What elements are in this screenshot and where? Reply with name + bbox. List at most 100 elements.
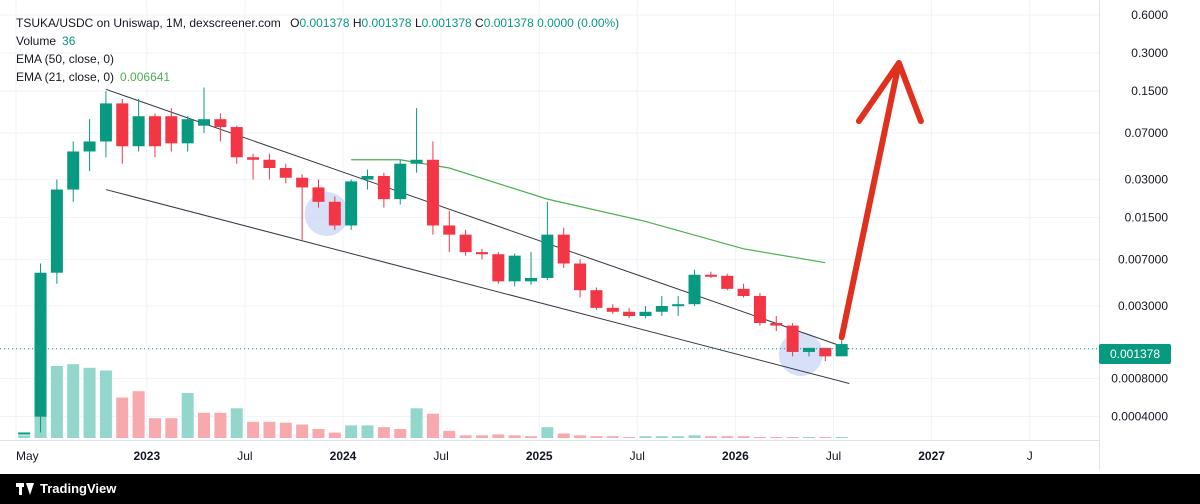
volume-bar xyxy=(541,427,554,438)
volume-bar xyxy=(672,436,685,438)
candle-body xyxy=(345,181,358,226)
candle-body xyxy=(443,225,456,235)
candle-body xyxy=(737,288,750,296)
ohlc-change-value: 0.0000 (0.00%) xyxy=(537,16,620,30)
volume-bar xyxy=(574,435,587,438)
volume-bar xyxy=(786,437,799,438)
volume-bar xyxy=(312,429,325,438)
ohlc-open-value: 0.001378 xyxy=(299,16,350,30)
candle-body xyxy=(590,290,603,308)
volume-bar xyxy=(116,397,129,438)
volume-bar xyxy=(802,437,815,438)
volume-bar xyxy=(132,391,145,438)
ema21-label: EMA (21, close, 0) xyxy=(16,70,115,84)
candle-body xyxy=(688,274,701,305)
legend-ema21-row[interactable]: EMA (21, close, 0) 0.006641 xyxy=(16,68,619,86)
volume-bar xyxy=(753,437,766,438)
candle-body xyxy=(230,127,243,158)
volume-bar xyxy=(296,424,309,438)
candle-body xyxy=(99,103,112,142)
volume-bar xyxy=(50,366,63,438)
y-tick-label: 0.3000 xyxy=(1131,46,1168,60)
volume-bar xyxy=(328,432,341,438)
volume-bar xyxy=(737,436,750,438)
candle-body xyxy=(328,201,341,226)
volume-bar xyxy=(361,425,374,438)
candle-body xyxy=(18,432,31,435)
y-tick-label: 0.003000 xyxy=(1118,299,1168,313)
time-axis-separator xyxy=(0,440,1099,441)
volume-bar xyxy=(475,435,488,438)
candle-body xyxy=(492,254,505,282)
ohlc-high-value: 0.001378 xyxy=(361,16,412,30)
candle-body xyxy=(247,157,260,160)
legend-volume-row[interactable]: Volume 36 xyxy=(16,32,619,50)
tradingview-logo[interactable]: TradingView xyxy=(16,481,116,496)
volume-bar xyxy=(198,412,211,438)
volume-bar xyxy=(99,370,112,438)
candle-body xyxy=(606,307,619,312)
candle-body xyxy=(770,323,783,326)
up-arrow-head xyxy=(855,60,924,125)
candle-body xyxy=(574,263,587,291)
volume-bar xyxy=(704,436,717,438)
x-tick-label: Jul xyxy=(433,449,448,463)
volume-bar xyxy=(639,436,652,438)
candle-body xyxy=(132,116,145,147)
volume-bar xyxy=(688,435,701,438)
x-tick-label: May xyxy=(16,449,39,463)
candle-body xyxy=(165,116,178,144)
legend-title-row: TSUKA/USDC on Uniswap, 1M, dexscreener.c… xyxy=(16,14,619,32)
up-arrow-shaft xyxy=(838,60,902,341)
legend-ema50-row[interactable]: EMA (50, close, 0) xyxy=(16,50,619,68)
y-tick-label: 0.01500 xyxy=(1125,211,1169,225)
trendline xyxy=(105,189,850,384)
x-tick-label: Jul xyxy=(630,449,645,463)
candle-body xyxy=(83,141,96,152)
volume-bar xyxy=(770,437,783,438)
candle-body xyxy=(704,274,717,277)
candle-body xyxy=(296,177,309,188)
candle-body xyxy=(508,255,521,282)
candle-body xyxy=(214,119,227,128)
tradingview-icon xyxy=(16,482,34,495)
candle-body xyxy=(541,234,554,278)
volume-bar xyxy=(443,430,456,438)
volume-bar xyxy=(590,436,603,438)
candle-body xyxy=(475,252,488,255)
y-tick-label: 0.6000 xyxy=(1131,8,1168,22)
candle-body xyxy=(361,175,374,180)
price-chart[interactable]: 0.6000 0.3000 0.1500 0.07000 0.03000 0.01500 0… xyxy=(0,0,1200,474)
y-tick-label: 0.03000 xyxy=(1125,173,1169,187)
ohlc-low-key: L xyxy=(414,16,422,30)
candle-body xyxy=(50,189,63,273)
candle-body xyxy=(263,159,276,169)
candle-body xyxy=(116,103,129,147)
candle-body xyxy=(623,311,636,317)
candle-body xyxy=(802,347,815,352)
candle-body xyxy=(721,275,734,289)
y-tick-label: 0.07000 xyxy=(1125,126,1169,140)
candle-body xyxy=(279,168,292,178)
candle-body xyxy=(34,272,47,417)
last-price-tag: 0.001378 xyxy=(1099,344,1171,364)
candle-body xyxy=(198,119,211,126)
symbol-title[interactable]: TSUKA/USDC on Uniswap, 1M, dexscreener.c… xyxy=(16,16,281,30)
volume-bar xyxy=(835,437,848,438)
volume-label: Volume xyxy=(16,34,57,48)
candle-body xyxy=(377,175,390,200)
volume-bar xyxy=(459,435,472,438)
candle-body xyxy=(819,347,832,357)
x-tick-label: 2023 xyxy=(133,449,160,463)
ohlc-open-key: O xyxy=(290,16,300,30)
volume-bar xyxy=(165,418,178,438)
candle-body xyxy=(639,311,652,317)
x-tick-label: J xyxy=(1027,449,1033,463)
x-tick-label: Jul xyxy=(826,449,841,463)
volume-bar xyxy=(279,422,292,438)
volume-bar xyxy=(623,437,636,438)
volume-bar xyxy=(606,436,619,438)
volume-bar xyxy=(18,435,31,438)
x-tick-label: Jul xyxy=(237,449,252,463)
price-axis-separator xyxy=(1099,0,1100,470)
